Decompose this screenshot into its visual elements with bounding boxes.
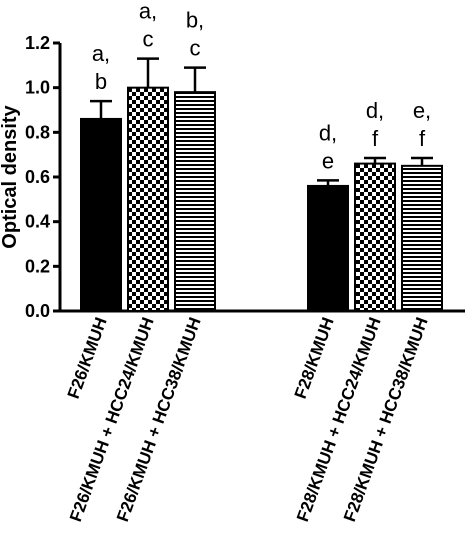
category-label: F28/KMUH + HCC38/KMUH [340, 315, 432, 524]
y-tick-label: 0.6 [25, 167, 50, 187]
significance-label-bottom: e [322, 148, 334, 173]
bar [174, 91, 216, 312]
bar [307, 184, 349, 312]
bars [80, 57, 443, 312]
significance-label-bottom: b [95, 69, 107, 94]
axes: 0.0 0.2 0.4 0.6 0.8 1.0 1.2 [25, 33, 465, 321]
category-label: F26/KMUH + HCC38/KMUH [113, 315, 205, 524]
significance-label-bottom: f [372, 126, 379, 151]
category-label: F26/KMUH + HCC24/KMUH [66, 315, 158, 524]
y-tick-label: 0.4 [25, 212, 50, 232]
significance-label-top: d, [319, 120, 337, 145]
y-tick-label: 1.2 [25, 33, 50, 53]
y-axis-title: Optical density [0, 104, 21, 248]
bar [401, 164, 443, 312]
category-label: F28/KMUH + HCC24/KMUH [293, 315, 385, 524]
significance-label-top: d, [366, 98, 384, 123]
y-tick-label: 0.2 [25, 256, 50, 276]
significance-label-bottom: c [190, 36, 201, 61]
bar [354, 162, 396, 312]
y-tick-label: 0.8 [25, 122, 50, 142]
significance-label-top: a, [92, 41, 110, 66]
significance-label-bottom: f [419, 126, 426, 151]
y-tick-label: 0.0 [25, 301, 50, 321]
significance-label-top: b, [186, 8, 204, 33]
significance-label-top: a, [139, 0, 157, 24]
bar [127, 86, 169, 312]
significance-label-bottom: c [143, 27, 154, 52]
significance-label-top: e, [413, 98, 431, 123]
category-label: F26/KMUH [64, 315, 111, 401]
category-label: F28/KMUH [291, 315, 338, 401]
bar [80, 117, 122, 312]
y-tick-label: 1.0 [25, 78, 50, 98]
